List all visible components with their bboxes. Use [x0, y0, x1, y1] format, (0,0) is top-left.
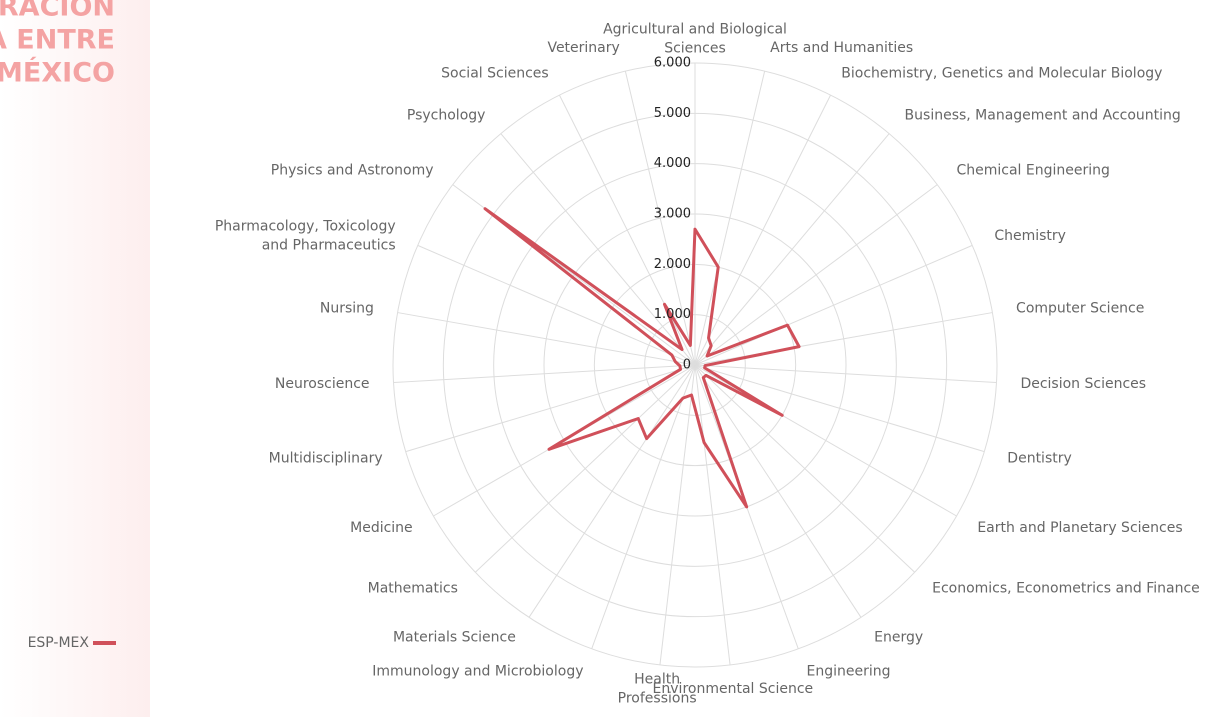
category-label: Biochemistry, Genetics and Molecular Bio…	[841, 66, 1162, 82]
spoke	[694, 364, 997, 384]
category-label: Agricultural and Biological Sciences	[603, 22, 787, 57]
category-label: Multidisciplinary	[269, 450, 383, 466]
spoke	[405, 364, 696, 453]
y-tick-label: 5.000	[654, 106, 691, 121]
category-label: Nursing	[320, 300, 374, 316]
spoke	[694, 364, 985, 453]
category-label: Neuroscience	[275, 376, 370, 392]
spoke	[694, 184, 938, 366]
spoke	[694, 364, 862, 618]
spoke	[528, 364, 696, 618]
y-tick-label: 6.000	[654, 56, 691, 71]
category-label: Chemical Engineering	[956, 162, 1109, 178]
y-tick-label: 3.000	[654, 207, 691, 222]
title-line: MÉXICO	[0, 57, 115, 89]
spoke	[417, 244, 696, 366]
y-tick-label: 1.000	[654, 307, 691, 322]
spoke	[694, 94, 831, 366]
category-label: Arts and Humanities	[770, 40, 913, 56]
category-label: Mathematics	[368, 581, 458, 597]
category-label: Dentistry	[1007, 450, 1071, 466]
spoke	[694, 133, 890, 366]
category-label: Economics, Econometrics and Finance	[932, 581, 1200, 597]
y-tick-label: 4.000	[654, 156, 691, 171]
y-tick-label: 0	[683, 358, 691, 373]
legend-swatch	[93, 641, 116, 645]
category-label: Earth and Planetary Sciences	[977, 520, 1182, 536]
category-label: Business, Management and Accounting	[905, 107, 1181, 123]
spoke	[474, 364, 696, 573]
spoke	[659, 364, 696, 666]
title-line: A ENTRE	[0, 25, 115, 56]
spoke	[397, 312, 696, 366]
category-label: Engineering	[806, 663, 890, 679]
spoke	[694, 364, 731, 666]
series-line	[483, 207, 801, 509]
category-label: Chemistry	[994, 228, 1066, 244]
spoke	[559, 94, 696, 366]
legend-label: ESP-MEX	[28, 635, 90, 651]
spoke	[624, 71, 696, 366]
category-label: Materials Science	[393, 629, 516, 645]
spoke	[591, 364, 696, 649]
category-label: Immunology and Microbiology	[372, 663, 583, 679]
category-label: Health Professions	[618, 671, 697, 706]
spoke	[694, 244, 973, 366]
category-label: Pharmacology, Toxicology and Pharmaceutic…	[215, 218, 396, 253]
spoke	[694, 71, 766, 366]
spoke	[694, 364, 916, 573]
category-label: Social Sciences	[441, 66, 549, 82]
category-label: Psychology	[407, 107, 486, 123]
side-panel	[0, 0, 150, 717]
spoke	[393, 364, 696, 384]
category-label: Physics and Astronomy	[271, 162, 434, 178]
category-label: Veterinary	[547, 40, 619, 56]
category-label: Decision Sciences	[1020, 376, 1146, 392]
category-label: Computer Science	[1016, 300, 1144, 316]
title-line: URACIÓN	[0, 0, 115, 23]
category-label: Medicine	[350, 520, 413, 536]
category-label: Environmental Science	[653, 681, 814, 697]
spoke	[500, 133, 696, 366]
category-label: Energy	[874, 629, 923, 645]
y-tick-label: 2.000	[654, 257, 691, 272]
